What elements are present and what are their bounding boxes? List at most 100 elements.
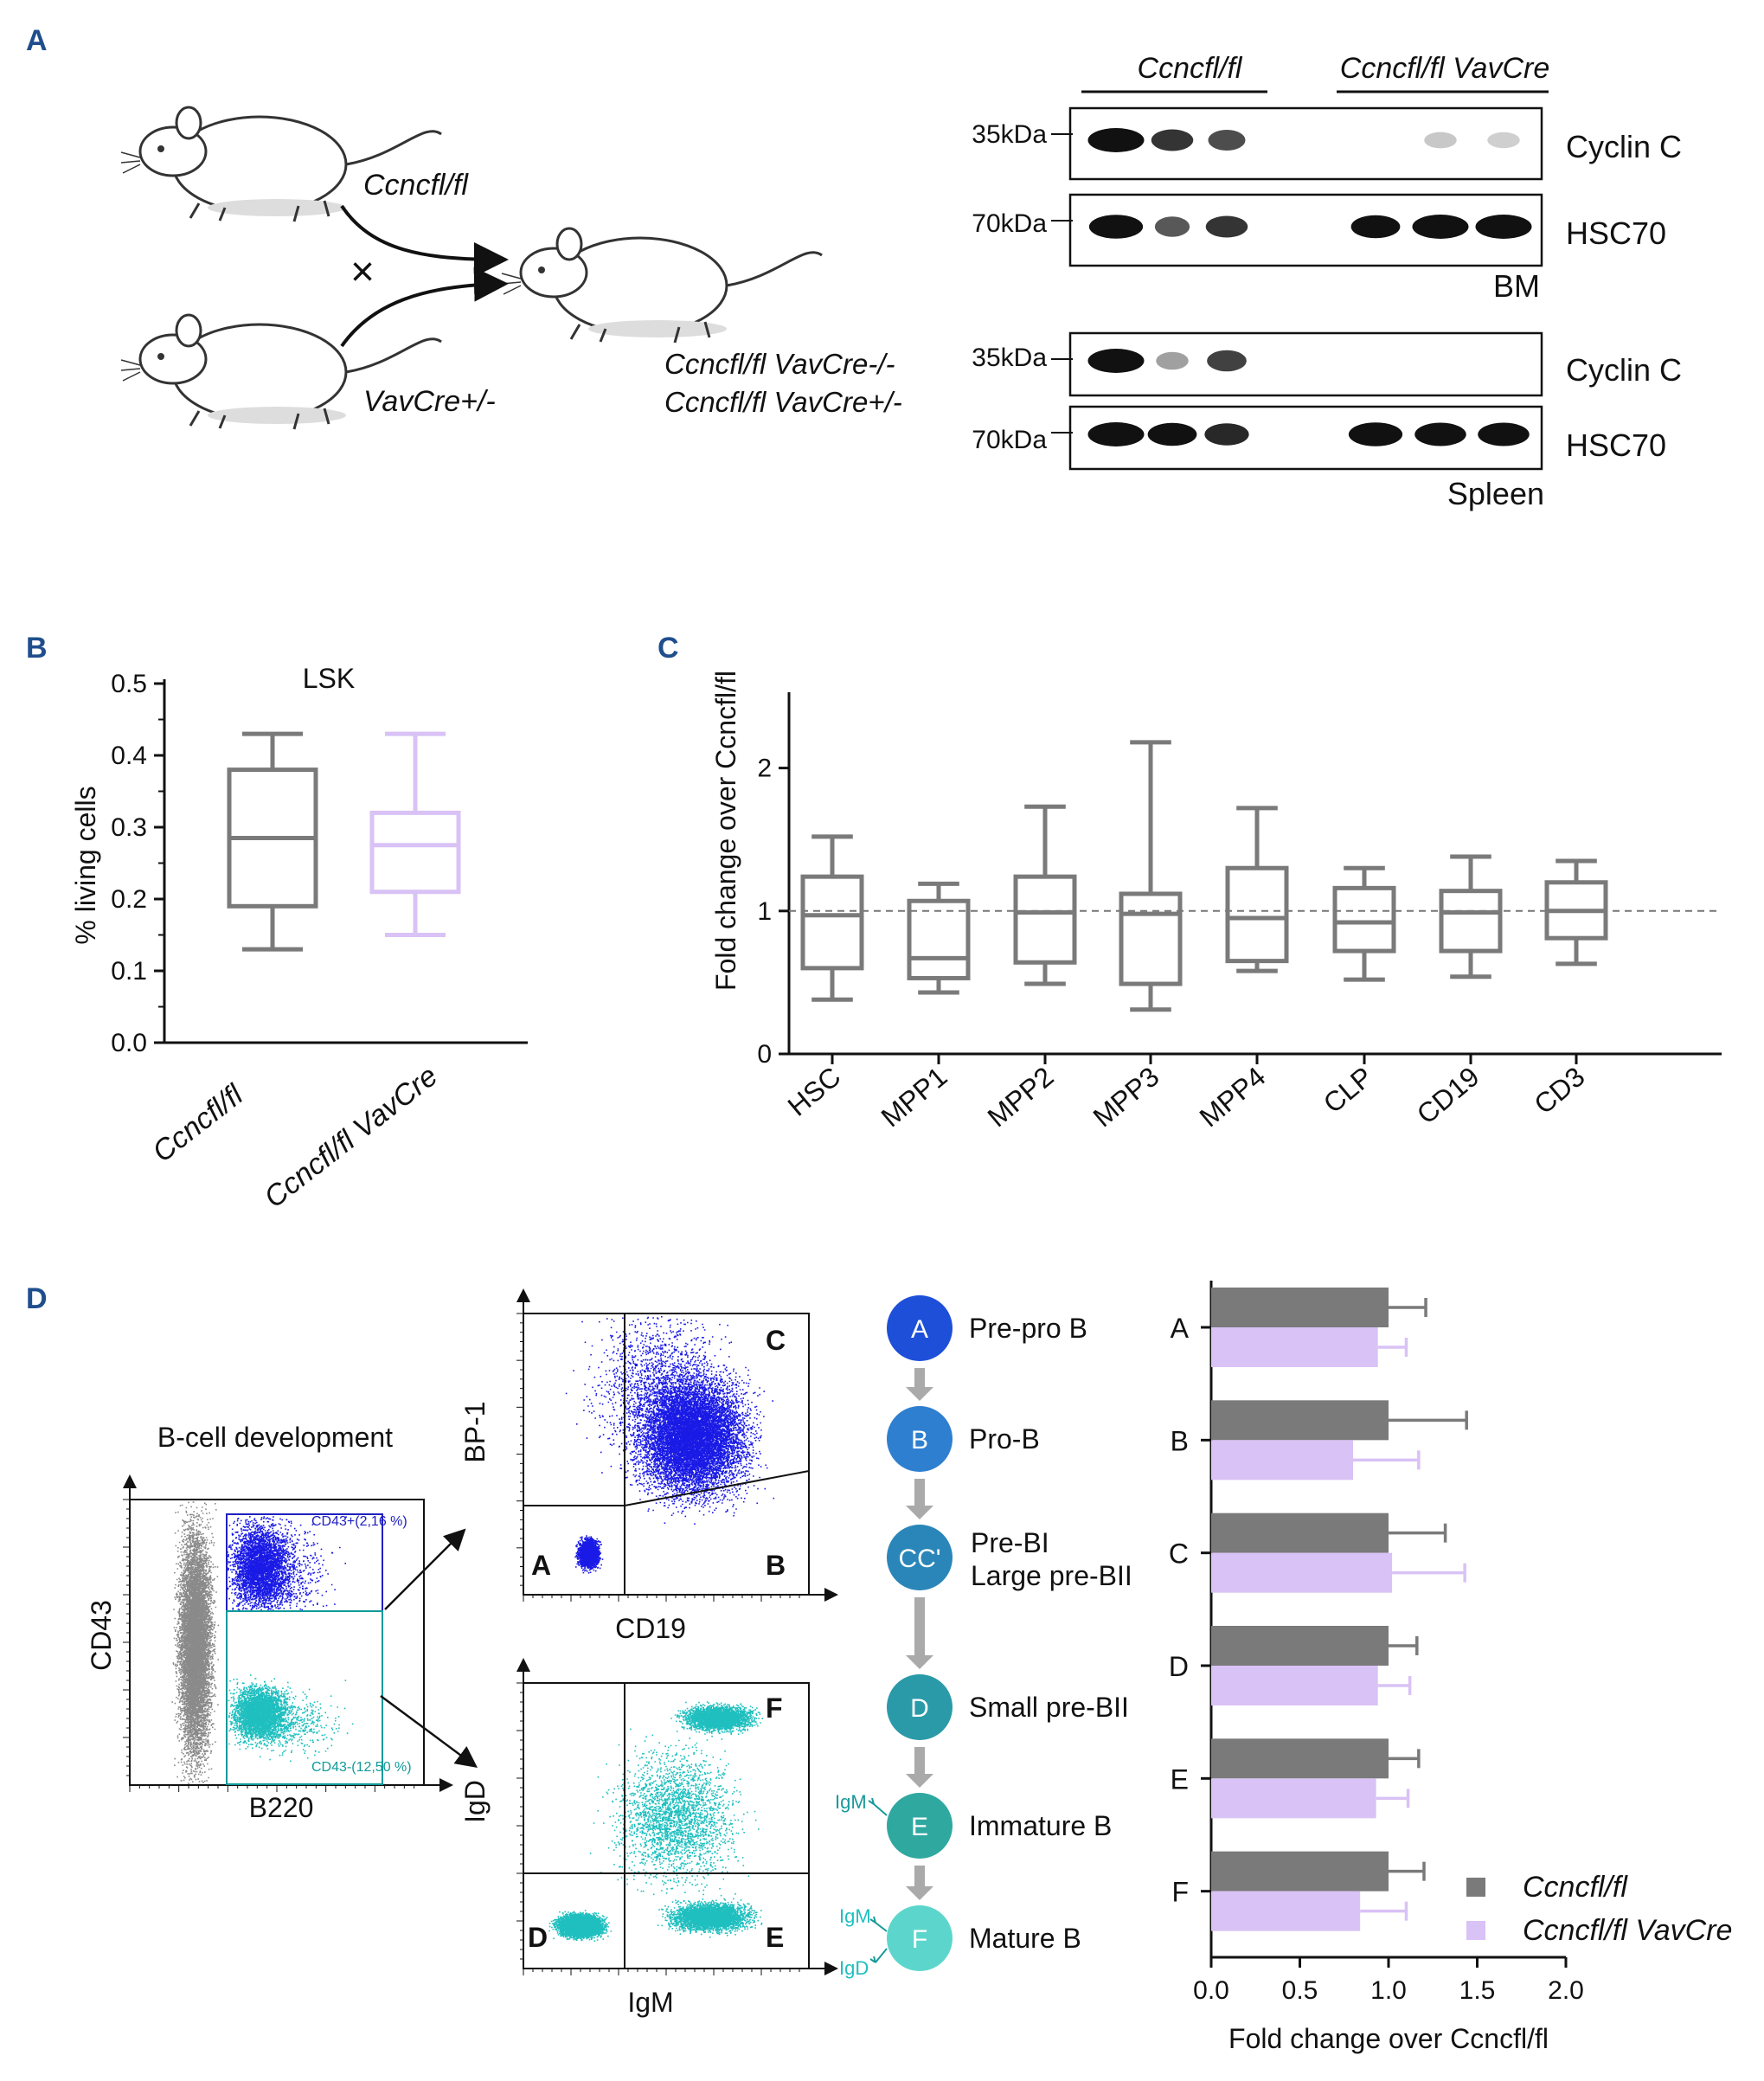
blot-spleen-hsc70-label: HSC70 xyxy=(1566,427,1666,463)
blot-band xyxy=(1207,350,1247,372)
x-tick-label: MPP2 xyxy=(982,1061,1060,1134)
blot-band xyxy=(1147,422,1197,446)
x-tick-label: CD19 xyxy=(1411,1061,1485,1130)
panel-letter-b: B xyxy=(26,632,48,665)
facs1-gate-bottom-label: CD43-(12,50 %) xyxy=(311,1760,412,1775)
bar-category-label: A xyxy=(1171,1313,1190,1344)
bar-E-control xyxy=(1211,1738,1389,1779)
facs-event-cloud xyxy=(670,1701,763,1735)
box-body xyxy=(1013,874,1077,965)
mouse2-genotype-label: VavCre+/- xyxy=(363,385,496,418)
box-body xyxy=(1439,889,1503,954)
facs1-xlabel: B220 xyxy=(249,1792,314,1823)
bar-category-label: F xyxy=(1171,1877,1189,1908)
x-tick-label: CLP xyxy=(1318,1061,1379,1120)
blot-band xyxy=(1348,422,1403,446)
western-blots xyxy=(1051,106,1543,471)
blot-spleen-hsc70-kda: 70kDa xyxy=(972,426,1047,454)
facs-event-cloud xyxy=(657,1898,763,1938)
receptor-icon xyxy=(869,1948,888,1963)
blot-bm-cyclin-label: Cyclin C xyxy=(1566,129,1682,164)
offspring-label-1: Ccncfl/fl VavCre-/- xyxy=(664,348,895,380)
stage-arrow-head xyxy=(906,1655,933,1669)
facs1-title: B-cell development xyxy=(157,1422,393,1453)
x-tick-label: MPP3 xyxy=(1087,1061,1165,1134)
stage-circle-label: CC' xyxy=(898,1545,940,1573)
stage-arrow-head xyxy=(906,1506,933,1519)
facs3-quadrant-e: E xyxy=(766,1922,784,1953)
bar-F-control xyxy=(1211,1851,1389,1892)
blot-band xyxy=(1424,132,1457,149)
stage-arrow-shaft xyxy=(914,1368,925,1389)
bar-x-tick-label: 1.0 xyxy=(1370,1976,1407,2005)
blot-group-vavcre-label: Ccncfl/fl VavCre xyxy=(1340,52,1549,85)
blot-band xyxy=(1204,423,1249,446)
stage-arrow-head xyxy=(906,1774,933,1788)
bar-B-vavcre xyxy=(1211,1440,1353,1480)
receptor-label-igm-mature: IgM xyxy=(839,1905,871,1927)
y-tick-label: 0.1 xyxy=(111,957,147,986)
blot-band xyxy=(1412,215,1469,239)
stage-label: Pre-BI xyxy=(971,1527,1049,1558)
facs3-ylabel: IgD xyxy=(459,1780,491,1823)
x-tick-label: MPP4 xyxy=(1194,1061,1272,1134)
blot-spleen-tissue-label: Spleen xyxy=(1447,476,1544,511)
blot-band xyxy=(1156,351,1189,370)
bar-category-label: D xyxy=(1169,1651,1189,1682)
receptor-label-igd-mature: IgD xyxy=(839,1957,869,1979)
y-tick-label: 0.5 xyxy=(111,670,147,698)
bar-A-control xyxy=(1211,1288,1389,1327)
bar-category-label: E xyxy=(1171,1763,1189,1795)
bar-D-vavcre xyxy=(1211,1666,1378,1705)
panel-c: C Fold change over Ccncfl/fl 0 1 2 HSC MPP1 M… xyxy=(657,632,1722,1133)
facs-event-cloud xyxy=(574,1535,604,1574)
bar-C-vavcre xyxy=(1211,1552,1393,1593)
blot-band xyxy=(1087,422,1145,446)
bar-category-label: B xyxy=(1171,1425,1189,1456)
stage-label: Small pre-BII xyxy=(969,1692,1129,1723)
bar-x-tick-label: 0.5 xyxy=(1282,1976,1318,2005)
facs2-xlabel: CD19 xyxy=(615,1613,686,1644)
blot-band xyxy=(1487,132,1520,149)
facs3-xlabel: IgM xyxy=(627,1987,673,2018)
panel-c-ylabel: Fold change over Ccncfl/fl xyxy=(710,671,741,991)
bar-D-control xyxy=(1211,1626,1389,1666)
y-tick-label: 2 xyxy=(757,755,772,783)
stage-circle-6 xyxy=(887,1905,953,1971)
panel-b-chart: 0.0 0.1 0.2 0.3 0.4 0.5 xyxy=(111,670,528,1057)
receptor-icon xyxy=(868,1797,888,1816)
stage-label: Pro-B xyxy=(969,1423,1040,1455)
x-tick-label: MPP1 xyxy=(876,1061,953,1134)
bar-B-control xyxy=(1211,1400,1389,1441)
blot-frame xyxy=(1068,106,1543,181)
facs3-quadrant-f: F xyxy=(766,1692,783,1724)
bar-x-tick-label: 0.0 xyxy=(1193,1976,1229,2005)
box-body xyxy=(369,810,461,895)
receptor-label-igm-immature: IgM xyxy=(835,1791,867,1813)
y-tick-label: 0.4 xyxy=(111,742,147,770)
facs-plot-cd43-b220 xyxy=(123,1474,453,1792)
blot-band xyxy=(1088,215,1144,239)
facs2-gate-diagonal xyxy=(624,1470,810,1506)
offspring-label-2: Ccncfl/fl VavCre+/- xyxy=(664,386,902,418)
y-tick-label: 0.3 xyxy=(111,813,147,842)
facs-event-cloud xyxy=(565,1316,747,1479)
mouse-icon-offspring xyxy=(501,227,823,344)
stage-circle-4 xyxy=(887,1674,953,1740)
legend-label: Ccncfl/fl xyxy=(1523,1871,1628,1904)
y-tick-label: 0 xyxy=(757,1040,772,1069)
panel-b-xlabel-control: Ccncfl/fl xyxy=(146,1077,250,1168)
stage-label: Mature B xyxy=(969,1923,1081,1954)
blot-spleen-cyclin-kda: 35kDa xyxy=(972,344,1047,372)
blot-band xyxy=(1087,349,1145,373)
bar-x-tick-label: 2.0 xyxy=(1548,1976,1584,2005)
facs2-quadrant-a: A xyxy=(531,1550,551,1581)
blot-band xyxy=(1475,215,1532,239)
y-tick-label: 1 xyxy=(757,897,772,926)
facs-plot-igd-igm xyxy=(516,1658,838,1975)
facs-arrow-top xyxy=(384,1528,466,1610)
panel-c-chart: 0 1 2 HSC MPP1 MPP2 MPP3 MPP4 CLP CD19 CD3 xyxy=(757,692,1722,1133)
facs-arrow-bottom xyxy=(380,1694,478,1768)
stage-circle-label: B xyxy=(911,1426,928,1455)
